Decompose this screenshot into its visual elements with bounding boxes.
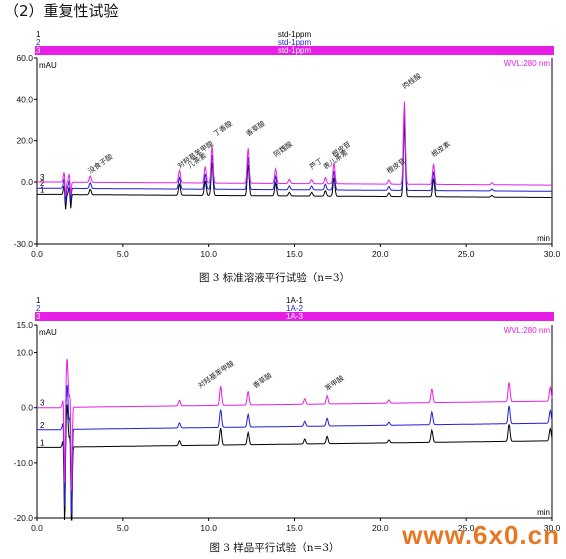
y-axis-label: mAU [39,61,57,70]
x-tick-label: 10.0 [200,249,217,259]
x-tick-label: 30.0 [544,523,561,533]
peak-label: 苯甲酸 [323,373,345,392]
trace-number-3: 3 [40,399,45,408]
peak-label: 香草酸 [251,371,273,390]
trace-2 [37,384,553,515]
x-tick-label: 15.0 [286,523,303,533]
trace-1 [37,123,552,210]
wavelength-label: WVL:280 nm [504,326,551,335]
y-tick-label: 0.0 [21,403,33,413]
x-axis-label: min [537,508,550,517]
header-row-number: 1 [36,30,41,39]
x-tick-label: 5.0 [117,523,129,533]
x-tick-label: 0.0 [31,249,43,259]
peak-label: 橙皮苷 [385,156,407,175]
header-row-number: 1 [36,296,41,305]
x-tick-label: 30.0 [544,249,561,259]
x-tick-label: 5.0 [117,249,129,259]
wavelength-label: WVL:280 nm [504,59,551,68]
y-tick-label: 60.0 [16,53,33,63]
y-tick-label: 10.0 [16,348,33,358]
section-heading: （2）重复性试验 [4,2,119,20]
trace-number-1: 1 [40,185,45,194]
watermark-text: www.6x0.cn [402,520,560,550]
header-row-name: 1A-2 [286,304,303,313]
trace-2 [37,114,552,204]
peak-label: 阿魏酸 [272,139,294,158]
trace-number-1: 1 [40,438,45,447]
trace-3 [37,101,552,197]
y-tick-label: -20.0 [14,513,34,523]
peak-label: 香草酸 [244,119,266,138]
peak-label: 没食子酸 [86,152,114,175]
x-tick-label: 10.0 [200,523,217,533]
peak-label: 根皮素 [430,139,452,158]
header-row-number: 3 [36,46,41,55]
x-tick-label: 20.0 [372,249,389,259]
y-axis-label: mAU [39,328,57,337]
trace-1 [37,404,553,521]
x-tick-label: 25.0 [458,523,475,533]
peak-label: 对羟基苯甲酸 [196,359,236,390]
header-bar-highlight [35,46,554,55]
y-tick-label: -10.0 [14,458,34,468]
y-tick-label: -30.0 [14,239,34,249]
y-tick-label: 40.0 [16,94,33,104]
chart-caption: 图 3 样品平行试验（n=3） [209,541,339,554]
x-tick-label: 0.0 [31,523,43,533]
y-tick-label: 0.0 [21,177,33,187]
x-tick-label: 25.0 [458,249,475,259]
chart-1: 1 std-1ppm 2 std-1ppm 3 std-1ppm mAU WVL:280 nm… [14,30,561,284]
header-row-name: std-1ppm [278,30,312,39]
header-bar-highlight [35,312,554,321]
header-row-number: 2 [36,38,41,47]
chart-caption: 图 3 标准溶液平行试验（n=3） [199,271,350,284]
x-axis-label: min [537,234,550,243]
x-tick-label: 15.0 [286,249,303,259]
peak-label: 肉桂酸 [400,71,422,90]
trace-number-2: 2 [40,421,45,430]
trace-3 [37,358,553,492]
y-tick-label: 15.0 [16,320,33,330]
trace-number-3: 3 [40,173,45,182]
header-row-number: 3 [36,312,41,321]
header-row-name: 1A-1 [286,296,303,305]
header-row-number: 2 [36,304,41,313]
peak-label: 芦丁 [308,156,325,171]
header-row-name: std-1ppm [278,46,312,55]
peak-label: 丁香酸 [212,119,234,138]
header-row-name: 1A-3 [286,312,303,321]
trace-number-2: 2 [40,179,45,188]
y-tick-label: 20.0 [16,136,33,146]
header-row-name: std-1ppm [278,38,312,47]
x-tick-label: 20.0 [372,523,389,533]
